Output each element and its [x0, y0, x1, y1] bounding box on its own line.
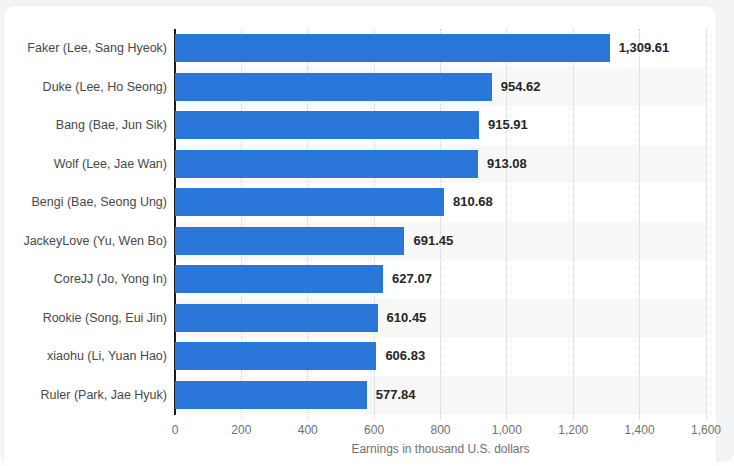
- x-tick-label: 600: [364, 423, 384, 437]
- value-label: 954.62: [501, 68, 541, 107]
- gridline: [639, 29, 640, 419]
- x-tick-label: 1,400: [625, 423, 655, 437]
- gridline: [573, 29, 574, 419]
- value-label: 606.83: [385, 337, 425, 376]
- x-tick-label: 1,200: [558, 423, 588, 437]
- category-label: Bengi (Bae, Seong Ung): [4, 183, 167, 222]
- x-tick-label: 1,600: [691, 423, 721, 437]
- category-label: Duke (Lee, Ho Seong): [4, 68, 167, 107]
- category-label: CoreJJ (Jo, Yong In): [4, 260, 167, 299]
- bar[interactable]: [175, 188, 444, 216]
- x-tick-label: 800: [430, 423, 450, 437]
- value-label: 577.84: [376, 376, 416, 415]
- value-label: 627.07: [392, 260, 432, 299]
- bar[interactable]: [175, 227, 404, 255]
- bar[interactable]: [175, 342, 376, 370]
- bar[interactable]: [175, 381, 367, 409]
- x-tick-label: 400: [298, 423, 318, 437]
- bar[interactable]: [175, 111, 479, 139]
- category-label: Bang (Bae, Jun Sik): [4, 106, 167, 145]
- category-label: Wolf (Lee, Jae Wan): [4, 145, 167, 184]
- bar-chart: Faker (Lee, Sang Hyeok) 1,309.61 Duke (Lee…: [4, 6, 716, 466]
- value-label: 915.91: [488, 106, 528, 145]
- bar[interactable]: [175, 265, 383, 293]
- bar[interactable]: [175, 73, 492, 101]
- bar[interactable]: [175, 304, 378, 332]
- category-label: Faker (Lee, Sang Hyeok): [4, 29, 167, 68]
- value-label: 1,309.61: [619, 29, 670, 68]
- category-label: xiaohu (Li, Yuan Hao): [4, 337, 167, 376]
- x-tick-label: 1,000: [492, 423, 522, 437]
- category-label: Rookie (Song, Eui Jin): [4, 299, 167, 338]
- value-label: 691.45: [413, 222, 453, 261]
- value-label: 913.08: [487, 145, 527, 184]
- value-label: 610.45: [387, 299, 427, 338]
- chart-card: Faker (Lee, Sang Hyeok) 1,309.61 Duke (Lee…: [4, 6, 716, 466]
- x-axis-title: Earnings in thousand U.S. dollars: [175, 442, 706, 456]
- category-label: JackeyLove (Yu, Wen Bo): [4, 222, 167, 261]
- value-label: 810.68: [453, 183, 493, 222]
- category-label: Ruler (Park, Jae Hyuk): [4, 376, 167, 415]
- x-tick-label: 0: [172, 423, 179, 437]
- bar[interactable]: [175, 150, 478, 178]
- bar[interactable]: [175, 34, 610, 62]
- x-tick-label: 200: [231, 423, 251, 437]
- gridline: [706, 29, 707, 419]
